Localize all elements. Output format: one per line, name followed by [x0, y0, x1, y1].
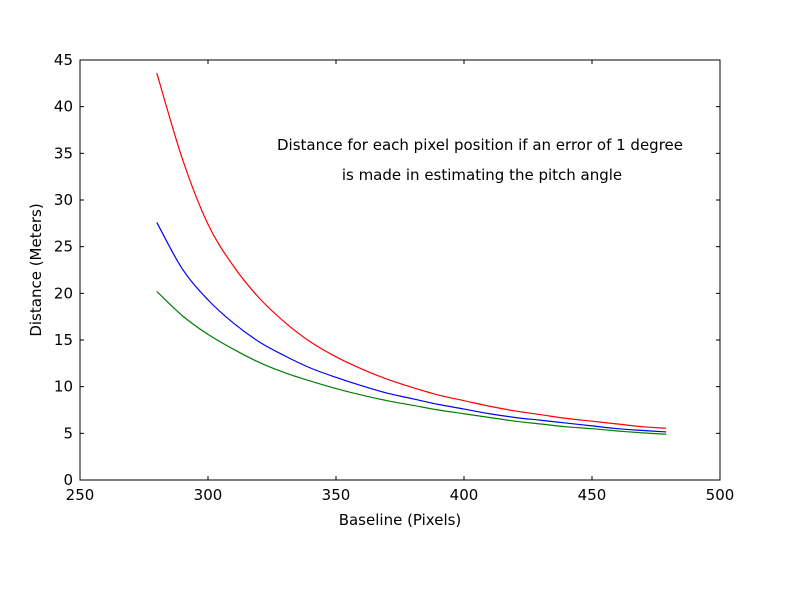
y-tick-label: 30 — [54, 191, 73, 209]
y-tick-label: 10 — [54, 378, 73, 396]
x-tick-label: 400 — [450, 486, 479, 504]
x-tick-label: 300 — [194, 486, 223, 504]
y-tick-label: 5 — [63, 424, 73, 442]
series-line-1 — [156, 72, 667, 429]
series-line-3 — [156, 291, 667, 435]
x-axis-label: Baseline (Pixels) — [339, 511, 462, 529]
y-tick-label: 0 — [63, 471, 73, 489]
y-tick-label: 25 — [54, 238, 73, 256]
y-tick-label: 15 — [54, 331, 73, 349]
axis-ticks: 250 300 350 400 450 500 0 5 10 15 20 25 30 35 40 45 — [54, 51, 734, 504]
plot-frame — [79, 59, 721, 481]
x-tick-label: 450 — [578, 486, 607, 504]
x-tick-label: 500 — [706, 486, 735, 504]
series-line-2 — [156, 222, 667, 433]
x-tick-label: 250 — [66, 486, 95, 504]
y-tick-label: 45 — [54, 51, 73, 69]
x-tick-label: 350 — [322, 486, 351, 504]
annotation-line-1: Distance for each pixel position if an e… — [277, 136, 683, 154]
y-axis-label: Distance (Meters) — [27, 203, 45, 336]
series-lines — [156, 72, 667, 435]
y-tick-label: 40 — [54, 98, 73, 116]
y-tick-label: 35 — [54, 144, 73, 162]
annotation-line-2: is made in estimating the pitch angle — [342, 166, 622, 184]
chart-annotation: Distance for each pixel position if an e… — [277, 136, 683, 184]
y-tick-label: 20 — [54, 284, 73, 302]
